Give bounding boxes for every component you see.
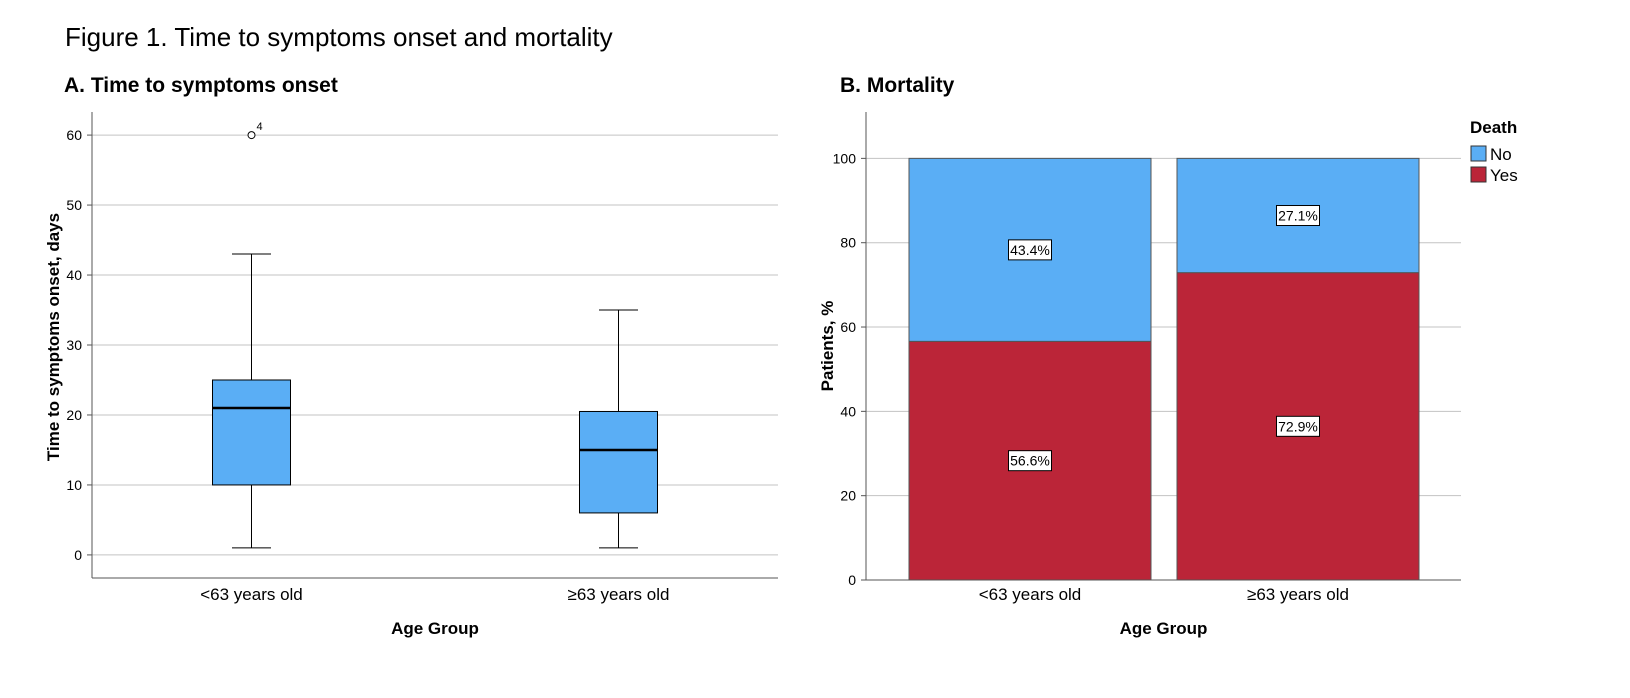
figure-title: Figure 1. Time to symptoms onset and mor… [65, 22, 613, 52]
panel-a-title: A. Time to symptoms onset [64, 74, 338, 97]
y-tick-label: 100 [833, 150, 857, 166]
y-tick-label: 20 [840, 488, 856, 504]
data-label: 43.4% [1010, 242, 1050, 258]
data-label-box [1008, 450, 1052, 472]
data-label: 56.6% [1010, 453, 1050, 469]
y-tick-label: 60 [66, 127, 82, 143]
x-category-label: ≥63 years old [568, 585, 670, 604]
y-axis-title: Patients, % [818, 301, 837, 392]
data-label-box [1276, 415, 1320, 437]
legend-label-no: No [1490, 145, 1512, 164]
y-tick-label: 80 [840, 235, 856, 251]
y-tick-label: 30 [66, 337, 82, 353]
panel-a-box-plot: A. Time to symptoms onset 0 10 20 30 40 50 60 4 <… [44, 74, 778, 638]
y-tick-label: 40 [66, 267, 82, 283]
x-axis-title: Age Group [391, 619, 479, 638]
legend-swatch-yes [1470, 166, 1487, 183]
box-63-years-old: 4 [212, 121, 291, 549]
x-category-label: <63 years old [979, 585, 1082, 604]
data-label: 72.9% [1278, 418, 1318, 434]
interquartile-box [212, 379, 291, 486]
legend-title: Death [1470, 118, 1517, 137]
interquartile-box [579, 410, 658, 514]
outlier-point [247, 131, 256, 140]
y-tick-label: 60 [840, 319, 856, 335]
y-tick-label: 40 [840, 403, 856, 419]
legend-swatch-no [1470, 145, 1487, 162]
data-label-box [1008, 239, 1052, 261]
outlier-label: 4 [257, 121, 263, 133]
box-63-years-old [579, 309, 658, 549]
data-label: 27.1% [1278, 208, 1318, 224]
x-axis-title: Age Group [1120, 619, 1208, 638]
panel-b-stacked-bar-chart: B. Mortality 0 20 40 60 80 100 56.6% 43.4% <63 ye… [818, 74, 1518, 638]
legend-label-yes: Yes [1490, 166, 1518, 185]
y-tick-label: 50 [66, 197, 82, 213]
panel-b-title: B. Mortality [840, 74, 955, 97]
x-category-label: ≥63 years old [1247, 585, 1349, 604]
y-tick-label: 0 [74, 547, 82, 563]
x-category-label: <63 years old [200, 585, 303, 604]
y-tick-label: 0 [848, 572, 856, 588]
data-label-box [1276, 205, 1320, 227]
legend: Death No Yes [1470, 118, 1518, 185]
y-tick-label: 10 [66, 477, 82, 493]
y-tick-label: 20 [66, 407, 82, 423]
y-axis-title: Time to symptoms onset, days [44, 213, 63, 461]
